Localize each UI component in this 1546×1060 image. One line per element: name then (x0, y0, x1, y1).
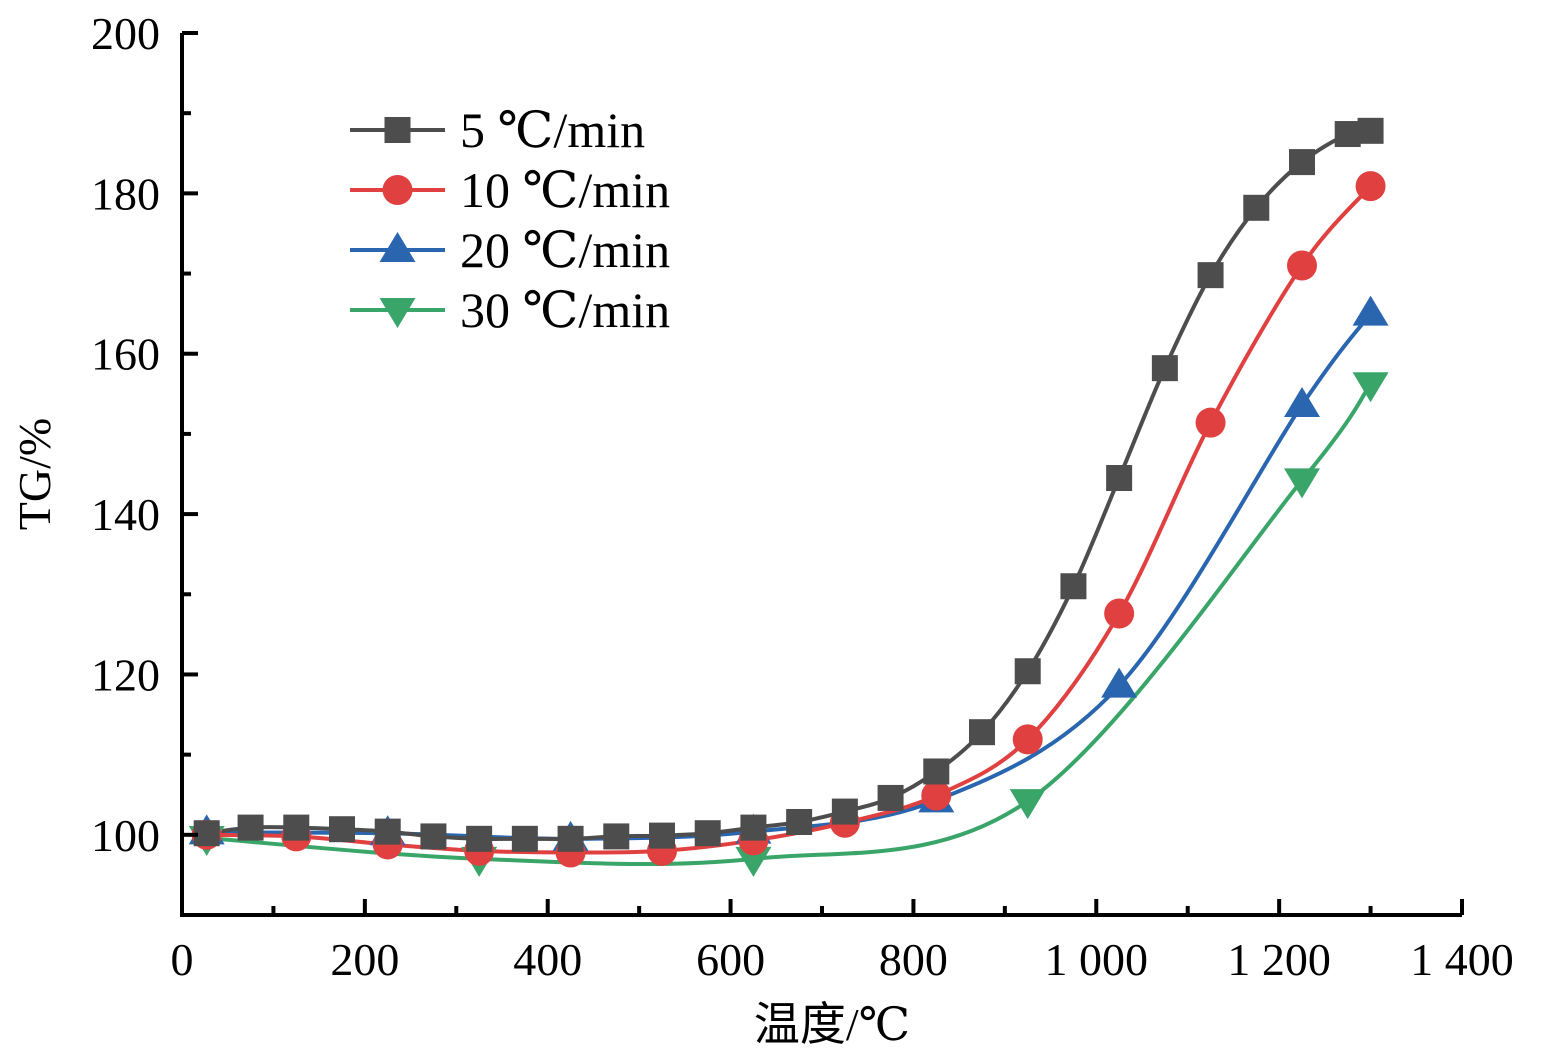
axes (180, 33, 1462, 917)
data-point (1060, 573, 1087, 600)
x-ticks: 0 200 400 600 800 1 000 1 200 1 400 (171, 899, 1514, 985)
data-point (1287, 250, 1317, 281)
legend-item: 30 ℃/min (350, 282, 670, 338)
series-lines (206, 128, 1373, 867)
y-tick-label: 120 (91, 649, 160, 700)
x-tick-label: 400 (513, 934, 582, 985)
data-point (1355, 171, 1386, 202)
legend-label: 20 ℃/min (460, 222, 670, 278)
data-point (1197, 262, 1224, 289)
x-tick-label: 600 (696, 934, 765, 985)
legend-marker (382, 175, 413, 205)
data-point (329, 816, 355, 843)
data-point (694, 820, 721, 847)
y-tick-label: 200 (91, 8, 160, 59)
y-axis-title: TG/% (9, 418, 60, 530)
data-point (466, 825, 493, 852)
data-point (1357, 117, 1384, 144)
data-point (1243, 194, 1270, 221)
data-point (511, 825, 538, 852)
x-tick-label: 800 (879, 934, 948, 985)
data-point (1352, 295, 1389, 326)
data-point (1151, 355, 1178, 382)
data-point (735, 846, 772, 877)
data-point (921, 780, 952, 811)
data-point (1289, 149, 1315, 176)
y-tick-label: 100 (91, 810, 160, 861)
series-line (206, 128, 1371, 842)
data-point (237, 814, 264, 841)
data-point (831, 798, 858, 825)
data-point (923, 758, 950, 785)
data-point (374, 818, 401, 845)
legend-marker (379, 298, 416, 328)
y-tick-label: 140 (91, 489, 160, 540)
series-markers (188, 117, 1389, 877)
data-point (283, 814, 310, 841)
data-point (603, 823, 630, 850)
y-ticks: 100 120 140 160 180 200 (91, 8, 198, 917)
x-tick-label: 0 (171, 934, 194, 985)
legend-label: 10 ℃/min (460, 162, 670, 218)
legend-label: 5 ℃/min (460, 102, 645, 158)
data-point (1106, 465, 1133, 492)
data-point (786, 808, 813, 835)
data-point (1352, 372, 1389, 403)
data-point (1009, 789, 1046, 820)
legend-item: 5 ℃/min (350, 102, 645, 158)
data-point (420, 823, 447, 850)
data-point (193, 820, 220, 847)
series-line (206, 312, 1373, 841)
series-line (206, 184, 1373, 855)
data-point (877, 784, 904, 811)
legend-item: 20 ℃/min (350, 222, 670, 278)
data-point (1284, 387, 1320, 418)
x-tick-label: 1 400 (1410, 934, 1514, 985)
x-tick-label: 200 (330, 934, 399, 985)
x-tick-label: 1 000 (1045, 934, 1149, 985)
legend-label: 30 ℃/min (460, 282, 670, 338)
data-point (969, 719, 995, 746)
legend-marker (384, 117, 411, 143)
y-tick-label: 180 (91, 168, 160, 219)
data-point (740, 814, 767, 841)
data-point (1284, 468, 1320, 499)
data-point (1104, 598, 1135, 629)
legend-item: 10 ℃/min (350, 162, 670, 218)
series-line (206, 383, 1373, 867)
x-axis-title: 温度/℃ (754, 999, 910, 1050)
y-tick-label: 160 (91, 329, 160, 380)
data-point (1334, 121, 1361, 148)
legend-marker (379, 232, 416, 262)
x-tick-label: 1 200 (1227, 934, 1331, 985)
data-point (1195, 407, 1226, 438)
data-point (1014, 658, 1041, 685)
data-point (1012, 724, 1043, 755)
data-point (1101, 667, 1138, 698)
data-point (557, 825, 584, 852)
data-point (649, 822, 675, 849)
